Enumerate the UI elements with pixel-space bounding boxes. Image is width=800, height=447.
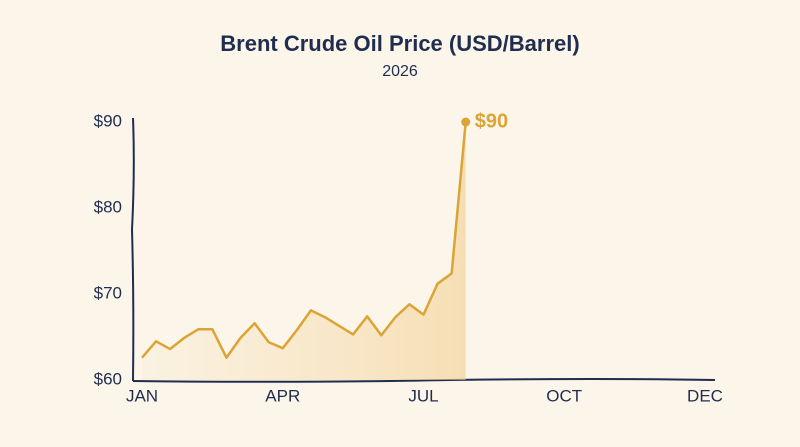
y-axis bbox=[130, 117, 135, 382]
x-tick-label: JUL bbox=[408, 386, 438, 405]
x-tick-label: APR bbox=[265, 386, 300, 405]
y-tick-label: $60 bbox=[94, 369, 122, 388]
y-tick-label: $70 bbox=[94, 283, 122, 302]
chart-title: Brent Crude Oil Price (USD/Barrel) bbox=[220, 31, 579, 56]
x-tick-label: DEC bbox=[687, 386, 723, 405]
y-tick-label: $80 bbox=[94, 197, 122, 216]
chart-subtitle: 2026 bbox=[382, 63, 418, 80]
end-point bbox=[461, 117, 471, 127]
x-tick-label: JAN bbox=[126, 386, 158, 405]
x-tick-label: OCT bbox=[546, 386, 582, 405]
value-label: $90 bbox=[475, 110, 508, 132]
x-axis bbox=[132, 378, 716, 383]
y-tick-label: $90 bbox=[94, 111, 122, 130]
price-line bbox=[141, 121, 467, 359]
area-fill bbox=[142, 122, 466, 380]
